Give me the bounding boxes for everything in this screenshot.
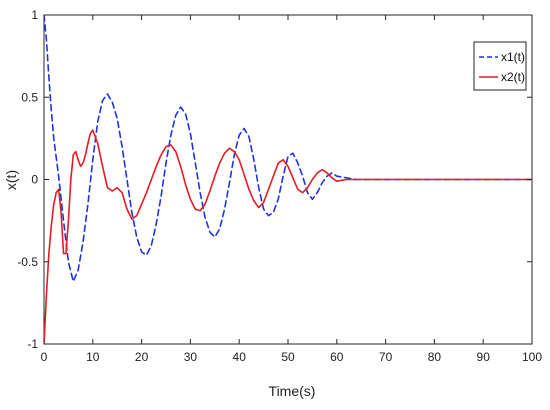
x-tick-label: 10 <box>86 350 100 364</box>
y-tick-label: -1 <box>27 337 38 351</box>
x-tick-label: 40 <box>233 350 247 364</box>
x-tick-label: 0 <box>41 350 48 364</box>
legend-label-1: x1(t) <box>501 50 525 64</box>
legend-box <box>473 41 527 91</box>
series-group <box>44 15 532 344</box>
x-tick-label: 90 <box>477 350 491 364</box>
x-tick-label: 100 <box>522 350 542 364</box>
x-axis-label: Time(s) <box>269 383 316 399</box>
legend-label-2: x2(t) <box>501 70 525 84</box>
series-line-1 <box>44 15 532 283</box>
series-line-2 <box>44 129 532 344</box>
x-tick-label: 50 <box>281 350 295 364</box>
y-tick-label: 0.5 <box>21 90 38 104</box>
x-tick-label: 80 <box>428 350 442 364</box>
axes: 0 10 20 30 40 50 60 70 80 90 100 -1 -0.5 0 0.5 1 <box>17 8 542 364</box>
x-tick-label: 30 <box>184 350 198 364</box>
x-tick-label: 60 <box>330 350 344 364</box>
y-axis-label: x(t) <box>3 170 19 190</box>
y-tick-label: -0.5 <box>17 255 38 269</box>
y-tick-label: 0 <box>31 173 38 187</box>
y-tick-label: 1 <box>31 8 38 22</box>
x-tick-label: 70 <box>379 350 393 364</box>
x-tick-label: 20 <box>135 350 149 364</box>
legend: x1(t) x2(t) <box>473 41 527 91</box>
